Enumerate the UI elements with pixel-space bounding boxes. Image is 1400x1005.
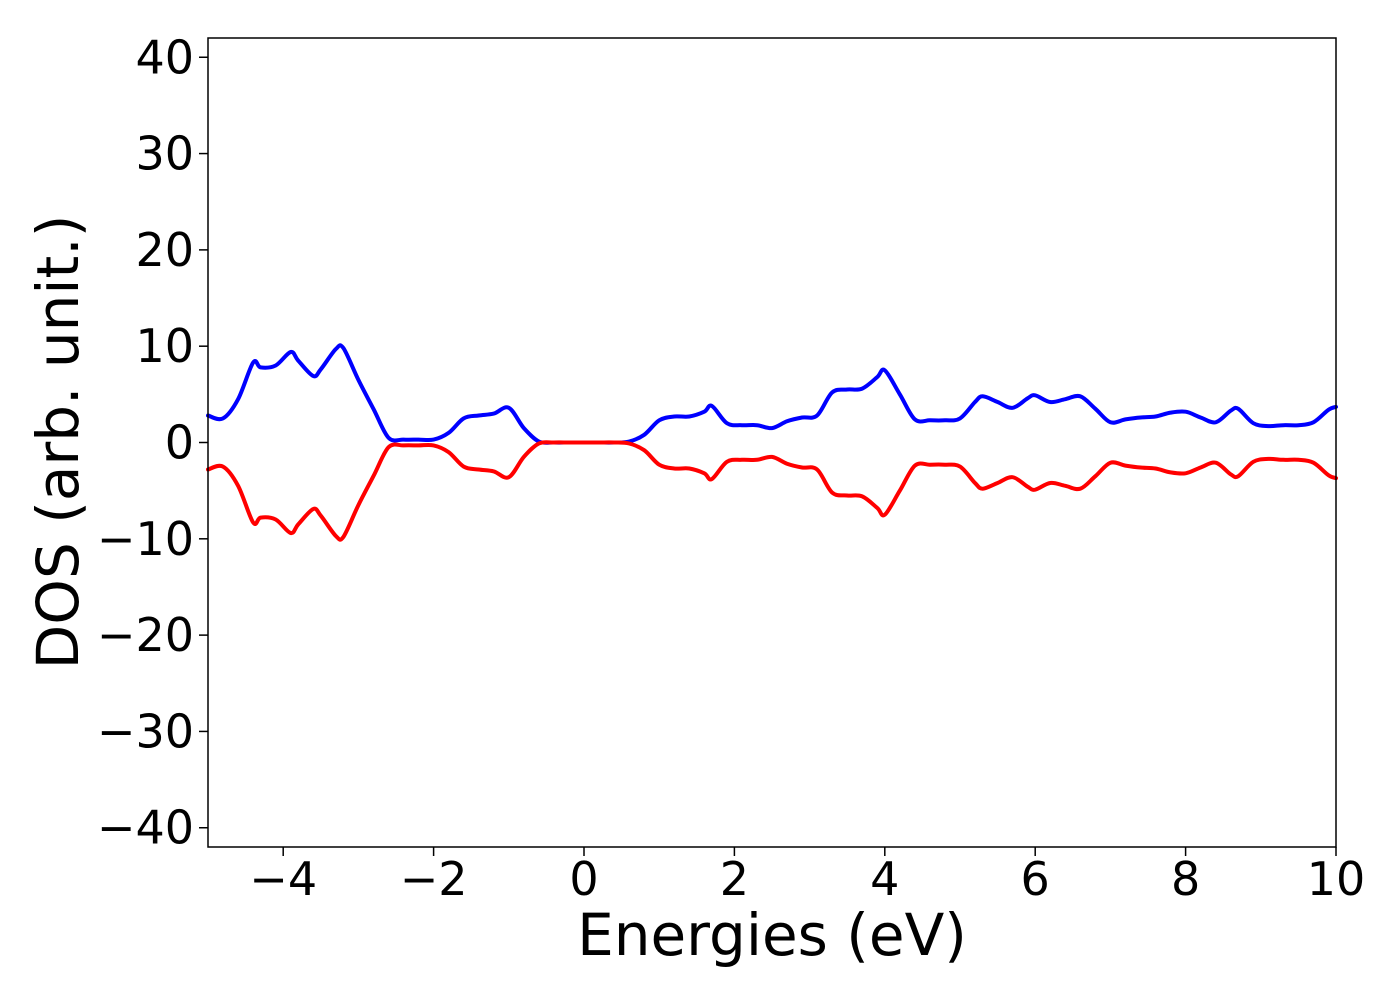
y-tick-label: 0 (165, 416, 194, 470)
x-tick-label: 8 (1171, 852, 1200, 906)
series-line-positive (206, 343, 1338, 445)
y-tick-label: 20 (135, 223, 194, 277)
y-tick-label: 30 (135, 127, 194, 181)
x-tick-label: −4 (249, 852, 317, 906)
x-tick-label: 2 (720, 852, 749, 906)
plot-area (208, 38, 1336, 847)
y-tick-label: −40 (97, 801, 194, 855)
x-tick-label: 6 (1021, 852, 1050, 906)
y-axis-title: DOS (arb. unit.) (24, 215, 92, 670)
y-tick-label: −20 (97, 608, 194, 662)
x-tick-label: 10 (1307, 852, 1366, 906)
x-axis-ticks: −4 −2 0 2 4 6 8 10 (249, 847, 1365, 906)
x-tick-label: 0 (569, 852, 598, 906)
y-tick-label: −10 (97, 512, 194, 566)
y-axis-ticks: −40 −30 −20 −10 0 10 20 30 40 (97, 30, 208, 855)
y-tick-label: −30 (97, 704, 194, 758)
series-line-negative (206, 440, 1338, 542)
y-tick-label: 40 (135, 30, 194, 84)
y-tick-label: 10 (135, 319, 194, 373)
x-tick-label: −2 (400, 852, 468, 906)
x-axis-title: Energies (eV) (577, 901, 967, 969)
x-tick-label: 4 (870, 852, 899, 906)
series-group (206, 343, 1338, 542)
